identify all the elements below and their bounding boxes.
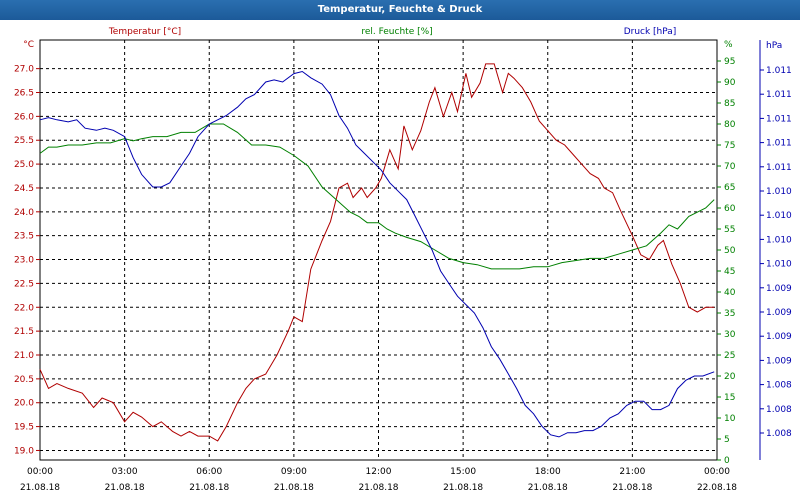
- hum-unit: %: [724, 40, 733, 50]
- press-tick-label: 1.008: [766, 429, 792, 439]
- press-tick-label: 1.010: [766, 235, 792, 245]
- temp-unit: °C: [23, 40, 34, 50]
- x-tick-time: 06:00: [196, 467, 222, 477]
- hum-tick-label: 70: [724, 162, 736, 172]
- x-tick-date: 21.08.18: [612, 483, 652, 493]
- temp-tick-label: 24.0: [14, 208, 34, 218]
- temp-tick-label: 20.5: [14, 375, 34, 385]
- x-tick-date: 21.08.18: [528, 483, 568, 493]
- press-tick-label: 1.011: [766, 163, 792, 173]
- axis-labels: 00:00 21.08.18 03:00 21.08.18 06:00 21.08.18 0…: [14, 27, 792, 493]
- press-unit: hPa: [766, 41, 782, 51]
- x-tick-time: 09:00: [281, 467, 307, 477]
- x-tick-time: 00:00: [27, 467, 53, 477]
- temp-tick-label: 20.0: [14, 399, 34, 409]
- chart: 00:00 21.08.18 03:00 21.08.18 06:00 21.08.18 0…: [14, 27, 792, 493]
- press-tick-label: 1.009: [766, 308, 792, 318]
- press-tick-label: 1.010: [766, 260, 792, 270]
- temp-tick-label: 23.0: [14, 256, 34, 266]
- x-tick-time: 18:00: [535, 467, 561, 477]
- press-tick-label: 1.011: [766, 114, 792, 124]
- hum-tick-label: 40: [724, 288, 736, 298]
- series-lines: [39, 63, 715, 442]
- press-tick-label: 1.010: [766, 211, 792, 221]
- x-tick-date: 22.08.18: [697, 483, 737, 493]
- hum-tick-label: 10: [724, 414, 736, 424]
- hum-tick-label: 55: [724, 225, 735, 235]
- temp-axis-label: Temperatur [°C]: [108, 27, 181, 37]
- x-tick-time: 12:00: [366, 467, 392, 477]
- hum-tick-label: 35: [724, 309, 735, 319]
- hum-tick-label: 95: [724, 57, 735, 67]
- press-tick-label: 1.011: [766, 139, 792, 149]
- hum-tick-label: 80: [724, 120, 736, 130]
- press-tick-label: 1.009: [766, 332, 792, 342]
- hum-tick-label: 50: [724, 246, 736, 256]
- hum-tick-label: 65: [724, 183, 735, 193]
- x-tick-date: 21.08.18: [20, 483, 60, 493]
- hum-tick-label: 0: [724, 456, 730, 466]
- hum-tick-label: 60: [724, 204, 736, 214]
- grid: [40, 40, 717, 460]
- x-tick-time: 03:00: [112, 467, 138, 477]
- temp-tick-label: 22.0: [14, 303, 34, 313]
- temp-tick-label: 22.5: [14, 279, 34, 289]
- hum-tick-label: 15: [724, 393, 735, 403]
- hum-tick-label: 85: [724, 99, 735, 109]
- hum-tick-label: 20: [724, 372, 736, 382]
- temp-tick-label: 19.5: [14, 423, 34, 433]
- hum-tick-label: 30: [724, 330, 736, 340]
- press-tick-label: 1.009: [766, 284, 792, 294]
- press-tick-label: 1.010: [766, 187, 792, 197]
- temp-tick-label: 26.0: [14, 112, 34, 122]
- x-tick-time: 21:00: [619, 467, 645, 477]
- press-axis-label: Druck [hPa]: [624, 27, 677, 37]
- x-tick-date: 21.08.18: [274, 483, 314, 493]
- temp-tick-label: 26.5: [14, 89, 34, 99]
- temp-tick-label: 19.0: [14, 446, 34, 456]
- hum-tick-label: 5: [724, 435, 730, 445]
- temp-tick-label: 25.5: [14, 136, 34, 146]
- x-tick-time: 00:00: [704, 467, 730, 477]
- x-tick-date: 21.08.18: [443, 483, 483, 493]
- series-press-line: [39, 70, 715, 438]
- temp-tick-label: 24.5: [14, 184, 34, 194]
- axes: [36, 39, 764, 461]
- hum-tick-label: 90: [724, 78, 736, 88]
- series-temp-line: [39, 63, 715, 442]
- chart-title: Temperatur, Feuchte & Druck: [0, 0, 800, 20]
- series-hum-line: [39, 123, 715, 270]
- hum-tick-label: 25: [724, 351, 735, 361]
- press-tick-label: 1.008: [766, 405, 792, 415]
- x-tick-date: 21.08.18: [105, 483, 145, 493]
- temp-tick-label: 21.5: [14, 327, 34, 337]
- press-tick-label: 1.011: [766, 90, 792, 100]
- x-tick-time: 15:00: [450, 467, 476, 477]
- temp-tick-label: 27.0: [14, 65, 34, 75]
- temp-tick-label: 21.0: [14, 351, 34, 361]
- press-tick-label: 1.009: [766, 356, 792, 366]
- temp-tick-label: 23.5: [14, 232, 34, 242]
- temp-tick-label: 25.0: [14, 160, 34, 170]
- x-tick-date: 21.08.18: [189, 483, 229, 493]
- press-tick-label: 1.008: [766, 381, 792, 391]
- hum-tick-label: 75: [724, 141, 735, 151]
- press-tick-label: 1.011: [766, 66, 792, 76]
- hum-axis-label: rel. Feuchte [%]: [361, 27, 432, 37]
- hum-tick-label: 45: [724, 267, 735, 277]
- x-tick-date: 21.08.18: [358, 483, 398, 493]
